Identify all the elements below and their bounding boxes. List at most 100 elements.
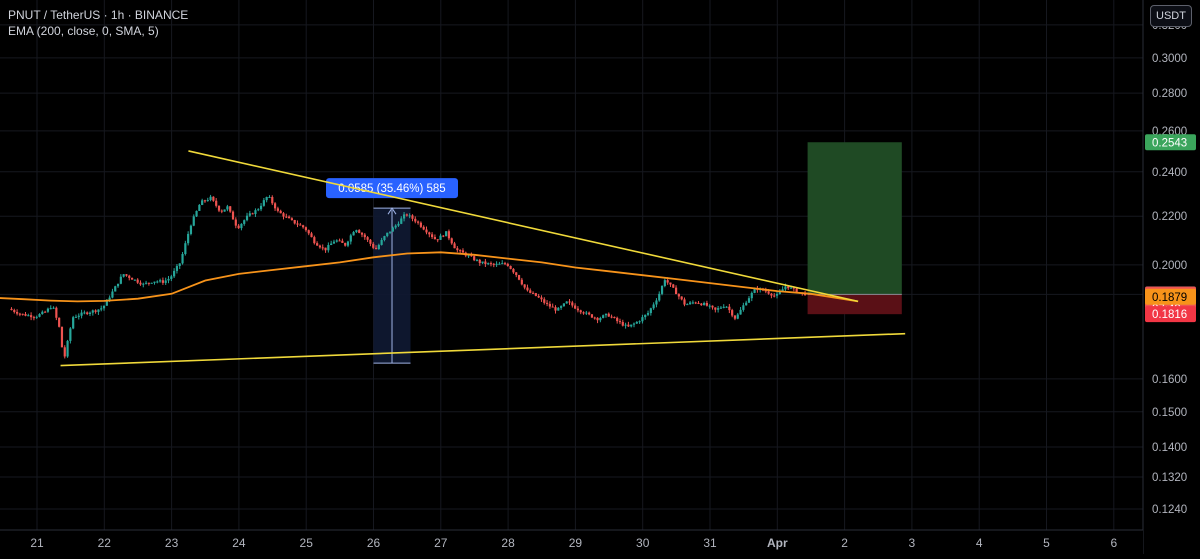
candle-down [21,313,24,315]
candle-up [105,299,108,306]
candle-down [374,247,378,250]
candle-down [627,324,630,327]
time-axis[interactable]: 21 22 23 24 25 26 27 28 29 30 31 Apr 2 3 4 5 6 [0,529,1143,554]
candle-up [789,287,793,289]
candle-up [352,232,355,236]
candle-down [13,310,16,312]
candle-up [119,276,122,284]
candle-down [489,263,493,265]
candle-down [470,255,473,257]
candle-down [341,240,344,243]
candle-down [700,303,703,306]
time-tick-label: 24 [232,536,246,550]
symbol-title[interactable]: PNUT / TetherUS · 1h · BINANCE [8,8,189,22]
candle-down [450,238,453,244]
candle-down [697,302,700,304]
currency-selector[interactable]: USDT [1150,5,1192,27]
candle-up [116,283,120,287]
candle-up [327,245,330,251]
candle-up [624,324,627,326]
candle-up [599,317,602,321]
candle-down [58,317,61,327]
candle-up [144,282,148,284]
candle-up [784,286,787,290]
candle-down [282,213,285,217]
time-axis-bg [0,530,1143,554]
price-axis[interactable]: 0.32000.30000.28000.26000.24000.22000.20… [1142,0,1200,554]
candle-up [641,317,644,322]
candle-up [400,218,403,224]
candle-down [147,282,150,284]
drawings-back: 0.0585 (35.46%) 585 [326,142,902,364]
candle-up [122,274,125,277]
price-tick-label: 0.1600 [1152,374,1187,386]
price-tick-label: 0.1240 [1152,504,1187,516]
candle-up [498,263,501,265]
measure-label: 0.0585 (35.46%) 585 [338,183,445,195]
indicator-legend[interactable]: EMA (200, close, 0, SMA, 5) [8,24,159,38]
candle-down [677,294,680,297]
candle-down [548,303,551,307]
price-label: 0.1879 [1152,292,1187,304]
candle-down [279,210,282,214]
candle-down [414,218,417,222]
price-tick-label: 0.2200 [1152,211,1187,223]
candle-down [237,225,240,229]
candle-down [590,314,594,318]
candle-down [433,237,437,240]
candle-down [94,310,97,312]
candle-down [161,280,165,283]
candle-down [136,279,139,283]
candle-up [52,307,55,309]
candle-up [223,209,226,212]
price-label: 0.2543 [1152,137,1187,149]
candle-down [534,293,537,296]
resistance-trendline [188,150,859,303]
candle-up [652,304,655,309]
price-tick-label: 0.1400 [1152,442,1187,454]
candle-down [456,248,459,251]
candle-down [60,326,64,348]
candle-down [229,206,232,212]
time-tick-label: 29 [569,536,583,550]
candle-down [318,245,322,248]
candle-down [431,234,434,238]
candle-up [187,233,190,244]
candle-down [453,243,456,249]
trendlines[interactable] [60,150,906,367]
candle-up [638,321,641,323]
candle-down [526,287,529,291]
candle-up [198,204,201,211]
candle-up [35,316,38,318]
candle-down [313,237,316,244]
candle-down [506,263,509,266]
candle-up [632,323,636,325]
candle-up [349,235,352,242]
candle-down [711,305,714,308]
candle-up [133,279,136,281]
candle-up [688,302,692,305]
candle-up [175,266,179,271]
candle-down [610,316,613,318]
candle-up [27,315,30,317]
support-trendline [60,332,906,367]
candle-up [142,283,145,285]
time-tick-label: 23 [165,536,179,550]
candle-down [714,307,717,310]
candle-down [358,230,361,233]
candle-down [523,284,526,288]
candle-down [302,225,305,228]
candle-up [750,292,753,299]
candle-up [604,313,608,316]
candle-up [753,288,756,293]
candle-up [74,316,78,318]
candle-down [307,230,310,234]
candle-down [15,311,19,314]
candle-up [159,280,162,282]
candle-up [335,240,338,242]
candle-down [576,308,580,311]
candle-up [192,216,195,226]
candle-down [694,302,697,304]
